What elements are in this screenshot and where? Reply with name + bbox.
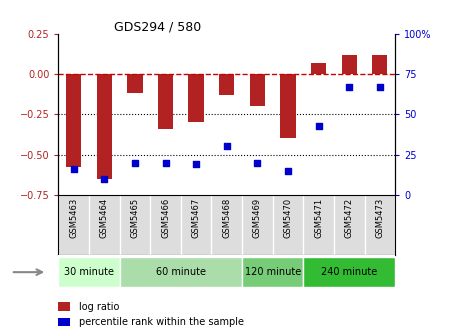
Text: 30 minute: 30 minute <box>64 267 114 277</box>
Text: GSM5472: GSM5472 <box>345 198 354 238</box>
Text: GSM5473: GSM5473 <box>375 198 384 238</box>
Point <box>162 160 169 165</box>
Point <box>193 162 200 167</box>
Text: log ratio: log ratio <box>79 302 119 312</box>
Text: 240 minute: 240 minute <box>321 267 377 277</box>
Text: 120 minute: 120 minute <box>245 267 301 277</box>
FancyBboxPatch shape <box>58 257 119 287</box>
Bar <box>280 74 295 138</box>
Point <box>346 84 353 89</box>
Text: GSM5464: GSM5464 <box>100 198 109 238</box>
Bar <box>189 74 204 122</box>
FancyBboxPatch shape <box>119 257 242 287</box>
FancyBboxPatch shape <box>242 257 303 287</box>
Text: GSM5463: GSM5463 <box>69 198 78 238</box>
Bar <box>66 74 81 167</box>
Bar <box>311 62 326 74</box>
Bar <box>127 74 143 93</box>
Text: 60 minute: 60 minute <box>156 267 206 277</box>
Text: GSM5471: GSM5471 <box>314 198 323 238</box>
Text: GSM5468: GSM5468 <box>222 198 231 238</box>
Bar <box>158 74 173 129</box>
Bar <box>219 74 234 95</box>
Point <box>254 160 261 165</box>
Point <box>70 166 77 172</box>
Bar <box>342 54 357 74</box>
Point <box>284 168 291 173</box>
Text: GSM5469: GSM5469 <box>253 198 262 238</box>
FancyBboxPatch shape <box>303 257 395 287</box>
Bar <box>372 54 387 74</box>
Bar <box>250 74 265 106</box>
Text: GSM5466: GSM5466 <box>161 198 170 238</box>
Text: GSM5465: GSM5465 <box>130 198 139 238</box>
Point <box>376 84 383 89</box>
Text: GSM5470: GSM5470 <box>283 198 292 238</box>
Bar <box>97 74 112 179</box>
Text: percentile rank within the sample: percentile rank within the sample <box>79 317 243 327</box>
Point <box>223 144 230 149</box>
Text: GDS294 / 580: GDS294 / 580 <box>114 20 201 33</box>
Point <box>315 123 322 128</box>
Point <box>131 160 138 165</box>
Point <box>101 176 108 181</box>
Text: GSM5467: GSM5467 <box>192 198 201 238</box>
